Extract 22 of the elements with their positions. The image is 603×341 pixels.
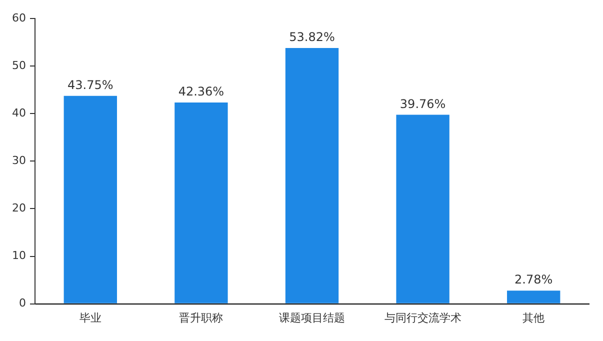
y-tick-label: 30 [12, 154, 26, 168]
y-tick-label: 40 [12, 106, 26, 120]
x-tick-label: 与同行交流学术 [384, 311, 462, 324]
data-label: 42.36% [178, 84, 224, 99]
y-tick-label: 60 [12, 11, 26, 24]
bar [174, 102, 228, 304]
bar [64, 96, 117, 304]
bar [507, 290, 560, 304]
data-label: 53.82% [289, 30, 335, 44]
x-tick-label: 课题项目结题 [279, 311, 345, 324]
x-tick-label: 晋升职称 [179, 311, 224, 324]
y-tick-label: 50 [12, 58, 26, 72]
y-tick-label: 10 [12, 249, 26, 262]
data-label: 2.78% [514, 272, 553, 287]
x-tick-label: 其他 [522, 311, 545, 324]
bar [285, 48, 339, 304]
y-tick-label: 0 [18, 296, 26, 310]
x-tick-label: 毕业 [79, 311, 102, 324]
bar [396, 114, 450, 304]
data-label: 43.75% [68, 78, 114, 92]
y-tick-label: 20 [12, 202, 26, 215]
data-label: 39.76% [400, 96, 446, 111]
